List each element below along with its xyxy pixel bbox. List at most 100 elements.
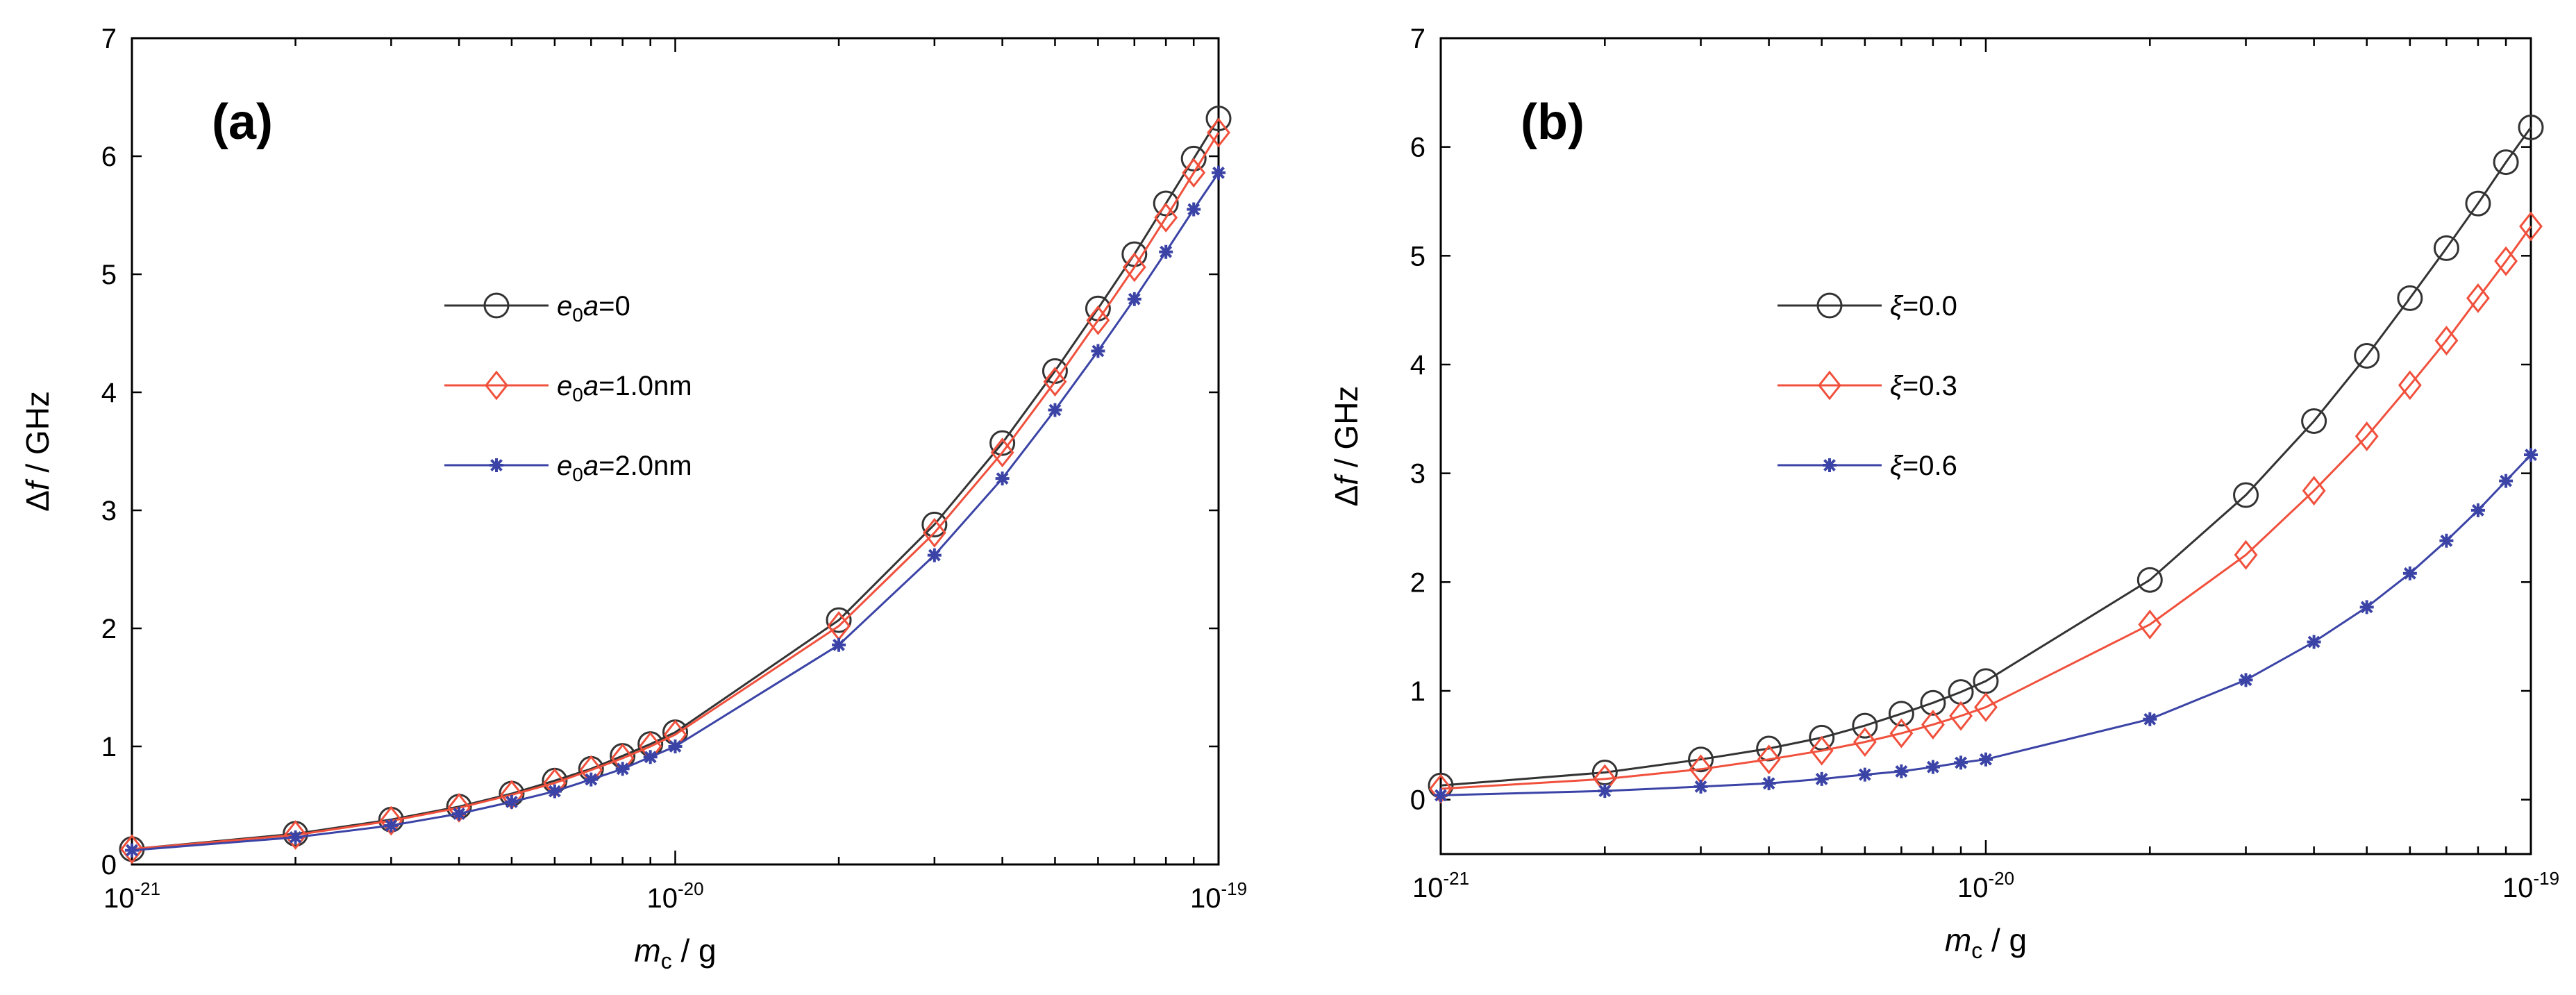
- data-point: [2518, 114, 2544, 140]
- legend-label: e0a=1.0nm: [557, 371, 692, 405]
- legend-label: ξ=0.0: [1890, 291, 1957, 321]
- y-tick-label: 6: [101, 142, 117, 172]
- data-point: [2524, 448, 2538, 462]
- legend-entry: ξ=0.0: [1778, 291, 1957, 321]
- data-point: [1894, 764, 1909, 778]
- legend-label: ξ=0.3: [1890, 371, 1957, 401]
- series-line: [1440, 126, 2532, 787]
- data-point: [2466, 283, 2490, 313]
- data-point: [504, 794, 519, 809]
- data-point: [452, 806, 467, 821]
- data-point: [2499, 474, 2514, 488]
- data-point: [1153, 190, 1179, 217]
- y-tick-label: 2: [1410, 567, 1425, 598]
- panel-label: (b): [1521, 94, 1584, 150]
- data-point: [615, 762, 630, 776]
- data-point: [1122, 252, 1146, 283]
- data-point: [668, 739, 683, 753]
- data-point: [2434, 326, 2459, 356]
- data-point: [927, 548, 942, 562]
- data-point: [2439, 533, 2454, 548]
- data-point: [1809, 724, 1835, 751]
- y-tick-label: 3: [101, 496, 117, 526]
- data-point: [1949, 701, 1973, 731]
- data-point: [1434, 788, 1448, 803]
- series-1: [1429, 211, 2543, 804]
- data-point: [1127, 292, 1141, 306]
- data-point: [2519, 211, 2543, 242]
- data-point: [922, 517, 946, 548]
- y-tick-label: 7: [1410, 24, 1425, 54]
- data-point: [1043, 367, 1067, 397]
- legend-marker: [1818, 370, 1841, 401]
- data-point: [1091, 344, 1105, 358]
- data-point: [1048, 403, 1062, 417]
- data-point: [1809, 735, 1834, 766]
- data-point: [2143, 712, 2157, 726]
- data-point: [1688, 746, 1714, 773]
- data-point: [826, 607, 852, 633]
- data-point: [2398, 370, 2422, 401]
- legend-label: ξ=0.6: [1890, 451, 1957, 481]
- data-point: [2239, 673, 2253, 687]
- data-point: [1852, 727, 1877, 758]
- panel-label: (a): [212, 94, 273, 150]
- data-point: [1979, 752, 1993, 767]
- data-point: [2307, 635, 2321, 649]
- legend-entry: ξ=0.3: [1778, 370, 1957, 401]
- x-tick-label: 10-21: [1412, 868, 1469, 903]
- series-2: [125, 165, 1226, 858]
- data-point: [1814, 771, 1829, 786]
- data-point: [283, 820, 308, 850]
- legend-marker: [1816, 292, 1843, 319]
- data-point: [384, 818, 399, 833]
- data-point: [1086, 305, 1110, 335]
- y-tick-label: 1: [101, 732, 117, 762]
- legend-label: e0a=0: [557, 291, 630, 326]
- y-tick-label: 5: [101, 260, 117, 290]
- data-point: [1888, 701, 1914, 727]
- data-point: [2465, 190, 2491, 217]
- legend-label: e0a=2.0nm: [557, 451, 692, 485]
- y-axis-label: Δf / GHz: [1328, 386, 1364, 507]
- data-point: [1925, 760, 1940, 774]
- data-point: [1921, 710, 1945, 739]
- data-point: [1205, 106, 1232, 132]
- legend-entry: e0a=0: [444, 291, 630, 326]
- data-point: [1757, 744, 1781, 775]
- data-point: [120, 834, 144, 864]
- data-point: [1954, 755, 1968, 770]
- data-point: [2354, 342, 2380, 369]
- y-tick-label: 3: [1410, 459, 1425, 490]
- legend-marker: [1823, 458, 1837, 472]
- y-tick-label: 1: [1410, 676, 1425, 707]
- series-line: [1440, 226, 2532, 790]
- series-line: [1440, 453, 2532, 796]
- legend-entry: e0a=1.0nm: [444, 370, 692, 405]
- data-point: [1852, 712, 1878, 739]
- y-tick-label: 7: [101, 24, 117, 54]
- x-tick-label: 10-20: [646, 878, 703, 914]
- data-point: [125, 843, 139, 858]
- data-point: [584, 772, 599, 787]
- data-point: [989, 430, 1016, 456]
- data-point: [2138, 610, 2162, 639]
- x-axis-label: mc / g: [634, 933, 716, 973]
- y-tick-label: 5: [1410, 241, 1425, 271]
- legend-entry: e0a=2.0nm: [444, 451, 692, 485]
- chart-panel-a: 0 1 2 3 4 5 6 7 10-21 10-20 10-19 mc / g Δf / GHz (a)…: [19, 24, 1247, 973]
- data-point: [990, 437, 1014, 468]
- data-point: [2397, 285, 2423, 311]
- x-tick-label: 10-21: [103, 878, 160, 914]
- data-point: [1154, 202, 1178, 233]
- legend-marker: [483, 292, 510, 319]
- data-point: [1207, 117, 1230, 148]
- data-point: [2359, 600, 2374, 614]
- data-point: [2136, 567, 2163, 593]
- x-tick-label: 10-19: [2502, 868, 2559, 903]
- data-point: [1187, 202, 1201, 217]
- legend-marker: [485, 370, 508, 401]
- plot-frame: [1439, 37, 2532, 855]
- data-point: [1182, 158, 1206, 188]
- data-point: [1974, 692, 1998, 722]
